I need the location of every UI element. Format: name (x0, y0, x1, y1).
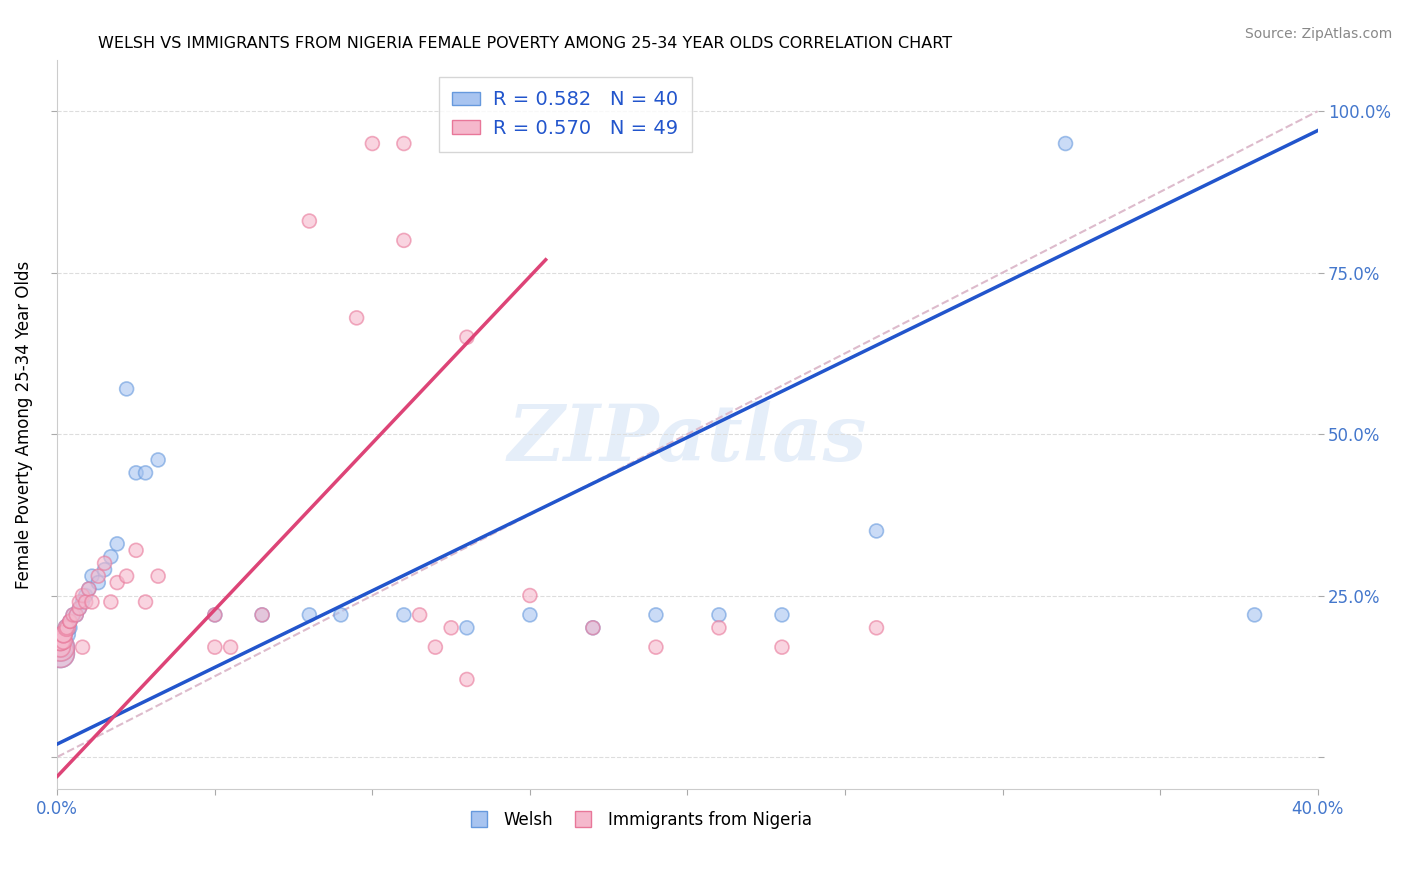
Point (770, 640, 793, 655)
Point (49, 640, 72, 655)
Point (329, 607, 352, 622)
Point (146, 453, 169, 467)
Point (456, 673, 478, 687)
Point (55, 621, 77, 635)
Point (52, 640, 75, 655)
Point (105, 575, 128, 590)
Legend: Welsh, Immigrants from Nigeria: Welsh, Immigrants from Nigeria (456, 805, 818, 836)
Point (250, 607, 273, 622)
Point (65, 607, 87, 622)
Point (298, 214, 321, 228)
Point (49, 640, 72, 655)
Point (72, 640, 94, 655)
Point (80, 595, 103, 609)
Point (75, 589, 97, 603)
Point (346, 310, 368, 325)
Point (72, 595, 94, 609)
Point (55, 621, 77, 635)
Point (75, 595, 97, 609)
Point (204, 607, 226, 622)
Point (1243, 607, 1265, 622)
Point (49, 633, 72, 648)
Point (93, 556, 115, 570)
Point (865, 524, 887, 538)
Point (67, 601, 90, 615)
Point (52, 633, 75, 648)
Point (115, 382, 138, 396)
Point (59, 615, 82, 629)
Point (55, 627, 77, 641)
Point (645, 640, 668, 655)
Point (440, 621, 463, 635)
Point (67, 595, 90, 609)
Point (49, 647, 72, 661)
Point (456, 621, 478, 635)
Point (59, 615, 82, 629)
Y-axis label: Female Poverty Among 25-34 Year Olds: Female Poverty Among 25-34 Year Olds (15, 260, 32, 589)
Point (125, 543, 148, 558)
Point (135, 466, 157, 480)
Point (115, 569, 138, 583)
Point (87, 569, 110, 583)
Point (87, 575, 110, 590)
Point (77, 582, 100, 596)
Point (1054, 136, 1077, 151)
Point (204, 640, 226, 655)
Point (62, 607, 84, 622)
Point (425, 640, 447, 655)
Point (52, 633, 75, 648)
Point (49, 633, 72, 648)
Point (519, 607, 541, 622)
Point (100, 549, 122, 564)
Point (49, 640, 72, 655)
Point (105, 537, 128, 551)
Point (392, 607, 415, 622)
Point (582, 621, 605, 635)
Point (519, 589, 541, 603)
Point (361, 136, 384, 151)
Point (865, 621, 887, 635)
Point (582, 621, 605, 635)
Point (204, 607, 226, 622)
Point (52, 627, 75, 641)
Point (645, 607, 668, 622)
Point (49, 640, 72, 655)
Point (77, 582, 100, 596)
Point (408, 607, 430, 622)
Point (62, 607, 84, 622)
Point (59, 621, 82, 635)
Point (52, 627, 75, 641)
Point (770, 607, 793, 622)
Point (93, 563, 115, 577)
Point (125, 466, 148, 480)
Point (298, 607, 321, 622)
Point (49, 633, 72, 648)
Text: Source: ZipAtlas.com: Source: ZipAtlas.com (1244, 27, 1392, 41)
Point (80, 569, 103, 583)
Point (707, 621, 730, 635)
Point (55, 621, 77, 635)
Point (100, 595, 122, 609)
Point (59, 615, 82, 629)
Point (65, 607, 87, 622)
Point (146, 569, 169, 583)
Text: WELSH VS IMMIGRANTS FROM NIGERIA FEMALE POVERTY AMONG 25-34 YEAR OLDS CORRELATIO: WELSH VS IMMIGRANTS FROM NIGERIA FEMALE … (98, 36, 952, 51)
Point (392, 233, 415, 247)
Point (219, 640, 242, 655)
Text: ZIPatlas: ZIPatlas (508, 401, 868, 477)
Point (392, 136, 415, 151)
Point (67, 601, 90, 615)
Point (49, 647, 72, 661)
Point (250, 607, 273, 622)
Point (135, 595, 157, 609)
Point (456, 330, 478, 344)
Point (72, 589, 94, 603)
Point (707, 607, 730, 622)
Point (52, 627, 75, 641)
